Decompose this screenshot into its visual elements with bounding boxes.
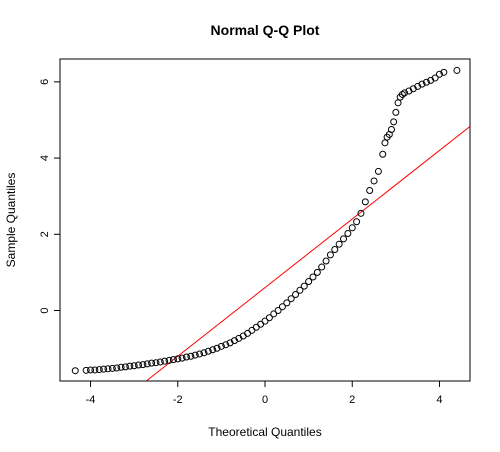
data-point	[165, 356, 173, 364]
data-point	[82, 366, 90, 374]
data-point	[143, 360, 151, 368]
data-point	[344, 230, 352, 238]
data-point	[418, 80, 426, 88]
data-point	[169, 356, 177, 364]
x-tick-label: 4	[436, 394, 442, 406]
data-point	[139, 361, 147, 369]
data-point	[292, 290, 300, 298]
data-point	[204, 347, 212, 355]
data-point	[300, 282, 308, 290]
data-point	[121, 363, 129, 371]
data-point	[335, 240, 343, 248]
data-point	[366, 186, 374, 194]
data-point	[394, 99, 402, 107]
data-point	[126, 362, 134, 370]
data-point	[374, 167, 382, 175]
data-point	[213, 344, 221, 352]
data-point	[326, 251, 334, 259]
data-point	[248, 326, 256, 334]
data-point	[100, 365, 108, 373]
data-point	[340, 235, 348, 243]
data-point	[113, 364, 121, 372]
data-point	[305, 278, 313, 286]
data-point	[130, 362, 138, 370]
data-point	[182, 353, 190, 361]
data-point	[71, 367, 79, 375]
data-point	[174, 355, 182, 363]
data-point	[200, 349, 208, 357]
data-point	[392, 108, 400, 116]
data-point	[135, 361, 143, 369]
data-point	[209, 346, 217, 354]
data-point	[370, 177, 378, 185]
data-point	[261, 317, 269, 325]
data-point	[357, 209, 365, 217]
data-point	[278, 303, 286, 311]
data-point	[117, 363, 125, 371]
data-point	[361, 198, 369, 206]
data-point	[440, 68, 448, 76]
data-point	[379, 150, 387, 158]
data-point	[148, 359, 156, 367]
y-tick-label: 6	[39, 79, 51, 85]
data-point	[161, 357, 169, 365]
data-point	[296, 286, 304, 294]
x-axis: -4 -2 0 2 4	[86, 380, 443, 406]
y-tick-label: 4	[39, 155, 51, 161]
y-tick-label: 0	[39, 307, 51, 313]
data-point	[390, 118, 398, 126]
data-point	[196, 350, 204, 358]
chart-title: Normal Q-Q Plot	[211, 22, 320, 38]
data-point	[318, 263, 326, 271]
data-point	[401, 89, 409, 97]
data-point	[222, 341, 230, 349]
data-point	[274, 307, 282, 315]
data-point	[322, 257, 330, 265]
data-point	[348, 224, 356, 232]
y-tick-label: 2	[39, 231, 51, 237]
data-point	[152, 359, 160, 367]
data-point	[191, 351, 199, 359]
data-point	[217, 342, 225, 350]
reference-line-layer	[145, 126, 471, 382]
data-point	[270, 310, 278, 318]
data-point	[178, 354, 186, 362]
data-point	[91, 366, 99, 374]
data-point	[381, 139, 389, 147]
x-tick-label: -2	[173, 394, 183, 406]
data-point	[453, 66, 461, 74]
data-point	[331, 246, 339, 254]
y-axis-label: Sample Quantiles	[4, 173, 18, 268]
data-point	[108, 364, 116, 372]
data-point	[95, 366, 103, 374]
data-point	[422, 78, 430, 86]
data-point	[309, 273, 317, 281]
data-point	[431, 74, 439, 82]
x-axis-label: Theoretical Quantiles	[208, 425, 321, 439]
plot-frame	[59, 58, 471, 382]
data-point	[87, 366, 95, 374]
data-point	[283, 299, 291, 307]
data-points	[71, 66, 461, 375]
data-point	[313, 268, 321, 276]
x-tick-label: 0	[262, 394, 268, 406]
data-point	[387, 125, 395, 133]
data-point	[252, 323, 260, 331]
reference-line	[145, 126, 471, 382]
data-point	[353, 218, 361, 226]
x-tick-label: -4	[86, 394, 96, 406]
data-point	[435, 70, 443, 78]
y-axis: 0 2 4 6	[39, 79, 61, 314]
data-point	[187, 352, 195, 360]
data-point	[156, 358, 164, 366]
data-point	[104, 365, 112, 373]
x-tick-label: 2	[349, 394, 355, 406]
data-point	[287, 295, 295, 303]
data-point	[265, 314, 273, 322]
data-point	[257, 320, 265, 328]
